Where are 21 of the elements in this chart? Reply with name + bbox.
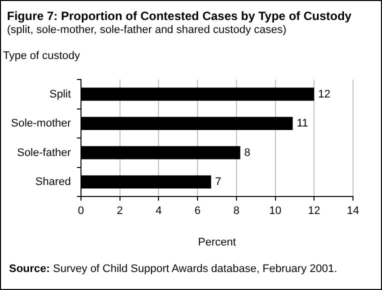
source-note: Source: Survey of Child Support Awards database, February 2001. [9,263,338,275]
x-tick-label: 4 [156,205,162,218]
y-tick-label: Sole-father [17,146,72,159]
x-tick-label: 2 [116,205,123,218]
data-label: 8 [244,146,250,159]
x-axis-title: Percent [198,236,236,248]
x-tick-label: 0 [78,205,84,218]
data-label: 11 [296,118,308,130]
chart-subtitle: (split, sole-mother, sole-father and shared custody cases) [7,24,286,36]
x-tick-label: 6 [194,205,201,218]
x-tick-label: 10 [269,205,282,218]
data-label: 7 [215,176,222,188]
y-tick-label: Sole-mother [10,118,72,130]
y-tick-label: Shared [35,176,71,188]
data-label: 12 [318,88,330,100]
chart-title: Figure 7: Proportion of Contested Cases by Type of Custody [7,9,352,23]
y-axis-title: Type of custody [3,50,80,62]
x-tick-label: 14 [346,205,360,218]
y-tick-label: Split [50,88,71,100]
x-tick-label: 12 [308,205,320,218]
x-tick-label: 8 [233,205,240,218]
